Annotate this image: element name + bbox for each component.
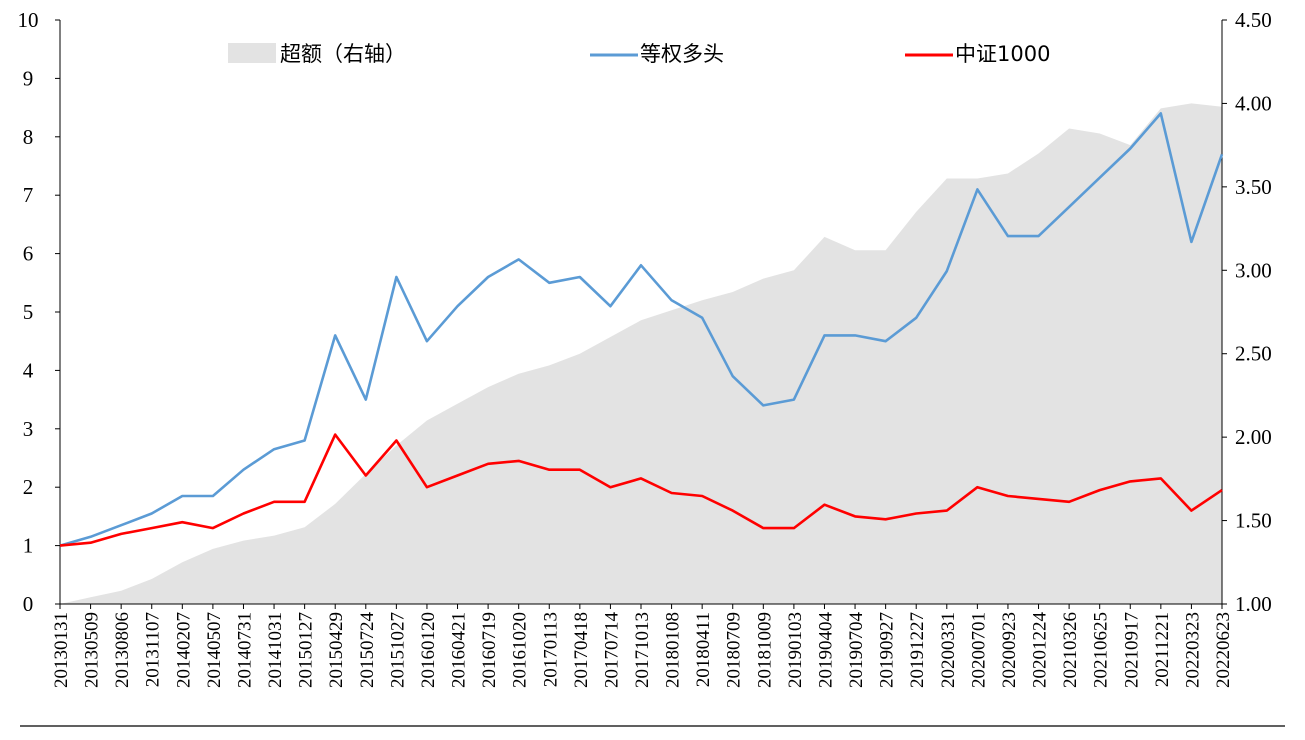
right-tick-label: 3.50 — [1235, 175, 1272, 199]
legend-label-csi1000: 中证1000 — [955, 42, 1050, 66]
x-tick-label: 20160120 — [418, 612, 439, 688]
x-tick-label: 20190103 — [785, 612, 806, 688]
x-tick-label: 20180411 — [693, 612, 714, 687]
x-tick-label: 20220623 — [1213, 612, 1234, 688]
x-tick-label: 20200331 — [938, 612, 959, 688]
right-tick-label: 2.00 — [1235, 425, 1272, 449]
right-tick-label: 2.50 — [1235, 342, 1272, 366]
left-tick-label: 2 — [23, 475, 34, 499]
x-tick-label: 20200701 — [968, 612, 989, 688]
x-tick-label: 20201224 — [1030, 612, 1051, 689]
x-tick-label: 20140731 — [234, 612, 255, 688]
x-tick-label: 20220323 — [1182, 612, 1203, 688]
equal-weight-long-line — [59, 112, 1224, 547]
x-tick-label: 20130806 — [112, 612, 133, 688]
x-tick-label: 20151027 — [387, 612, 408, 688]
x-tick-label: 20130131 — [51, 612, 72, 688]
left-tick-label: 6 — [23, 242, 34, 266]
x-tick-label: 20140507 — [204, 612, 225, 688]
x-tick-label: 20181009 — [754, 612, 775, 688]
x-tick-label: 20140207 — [173, 612, 194, 688]
right-tick-label: 4.00 — [1235, 91, 1272, 115]
x-tick-label: 20150429 — [326, 612, 347, 688]
right-tick-label: 1.00 — [1235, 592, 1272, 616]
x-tick-label: 20150127 — [296, 612, 317, 688]
left-tick-label: 9 — [23, 66, 34, 90]
left-tick-label: 1 — [23, 534, 34, 558]
x-tick-label: 20200923 — [999, 612, 1020, 688]
left-tick-label: 0 — [23, 592, 34, 616]
x-tick-label: 20180709 — [724, 612, 745, 688]
x-tick-label: 20150724 — [357, 612, 378, 689]
right-tick-label: 4.50 — [1235, 8, 1272, 32]
x-tick-label: 20190704 — [846, 612, 867, 689]
left-tick-label: 10 — [18, 8, 39, 32]
x-tick-label: 20210917 — [1121, 612, 1142, 688]
left-tick-label: 7 — [23, 183, 34, 207]
x-tick-label: 20161020 — [510, 612, 531, 688]
x-tick-label: 20170418 — [571, 612, 592, 688]
x-tick-label: 20170714 — [601, 612, 622, 689]
x-tick-label: 20170113 — [540, 612, 561, 687]
x-tick-label: 20130509 — [82, 612, 103, 688]
legend-label-excess: 超额（右轴） — [280, 42, 406, 66]
x-tick-label: 20141031 — [265, 612, 286, 688]
x-tick-label: 20191227 — [907, 612, 928, 688]
x-tick-label: 20131107 — [143, 612, 164, 687]
x-tick-label: 20190927 — [877, 612, 898, 688]
left-tick-label: 5 — [23, 300, 34, 324]
legend-label-equal-weight: 等权多头 — [640, 42, 724, 66]
x-tick-label: 20210326 — [1060, 612, 1081, 688]
left-tick-label: 3 — [23, 417, 34, 441]
x-tick-label: 20160719 — [479, 612, 500, 688]
excess-return-area — [60, 103, 1222, 605]
left-tick-label: 4 — [23, 358, 34, 382]
left-tick-label: 8 — [23, 125, 34, 149]
x-tick-label: 20171013 — [632, 612, 653, 688]
csi1000-line — [59, 433, 1223, 547]
right-tick-label: 1.50 — [1235, 509, 1272, 533]
x-tick-label: 20210625 — [1091, 612, 1112, 688]
x-tick-label: 20160421 — [449, 612, 470, 688]
x-tick-label: 20211221 — [1152, 612, 1173, 687]
right-tick-label: 3.00 — [1235, 258, 1272, 282]
x-tick-label: 20190404 — [815, 612, 836, 689]
x-tick-label: 20180108 — [663, 612, 684, 688]
legend-swatch-excess — [228, 43, 276, 63]
